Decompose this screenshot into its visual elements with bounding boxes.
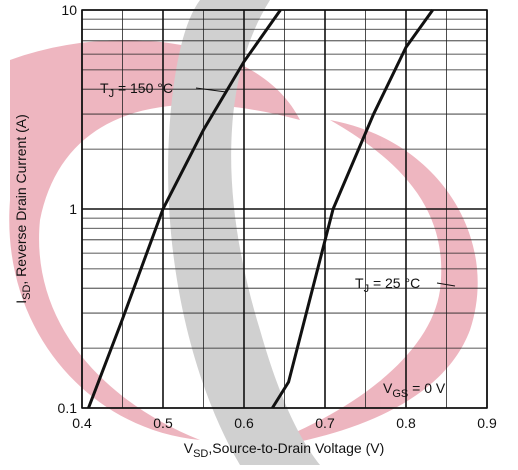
y-axis-label-rest: , Reverse Drain Current (A)	[13, 114, 29, 284]
annotation-sub: J	[364, 283, 370, 295]
annotation: TJ = 25 °C	[355, 275, 420, 295]
x-tick-label: 0.9	[477, 415, 497, 431]
x-axis-label-main: V	[184, 440, 194, 456]
x-axis-label-rest: ,Source-to-Drain Voltage (V)	[208, 440, 384, 456]
annotation-rest: = 0 V	[408, 380, 446, 396]
y-axis-label-main: I	[13, 300, 29, 304]
x-tick-label: 0.6	[234, 415, 254, 431]
plot-frame	[81, 9, 488, 409]
annotation-rest: = 150 °C	[114, 80, 173, 96]
y-axis-label: ISD, Reverse Drain Current (A)	[13, 114, 33, 304]
y-tick-label: 10	[61, 2, 77, 18]
y-tick-label: 0.1	[58, 400, 78, 416]
annotation-leader	[195, 87, 227, 93]
watermark-swoosh	[250, 120, 478, 450]
x-tick-label: 0.7	[315, 415, 335, 431]
annotation: VGS = 0 V	[383, 380, 446, 400]
y-tick-label: 1	[69, 201, 77, 217]
annotation: TJ = 150 °C	[100, 80, 173, 100]
x-axis-label: VSD,Source-to-Drain Voltage (V)	[184, 440, 384, 460]
annotation-rest: = 25 °C	[369, 275, 420, 291]
watermark-band	[168, 0, 320, 465]
annotation-sub: J	[109, 88, 115, 100]
annotation-main: T	[355, 275, 364, 291]
annotation-main: V	[383, 380, 393, 396]
annotation-main: T	[100, 80, 109, 96]
curve	[87, 9, 282, 409]
x-axis-label-sub: SD	[193, 448, 208, 460]
annotation-sub: GS	[392, 388, 408, 400]
annotation-leader	[436, 282, 456, 287]
x-tick-label: 0.8	[396, 415, 416, 431]
y-axis-label-sub: SD	[21, 285, 33, 300]
x-tick-label: 0.5	[153, 415, 173, 431]
x-tick-label: 0.4	[72, 415, 92, 431]
curve	[271, 9, 434, 409]
